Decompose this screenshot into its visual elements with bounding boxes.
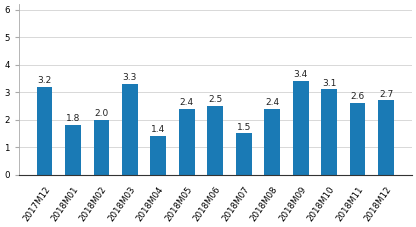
Text: 2.0: 2.0 — [94, 109, 109, 118]
Text: 3.3: 3.3 — [123, 73, 137, 82]
Bar — [378, 101, 394, 175]
Text: 2.4: 2.4 — [180, 98, 194, 107]
Text: 2.7: 2.7 — [379, 89, 393, 99]
Bar — [151, 136, 166, 175]
Text: 3.1: 3.1 — [322, 79, 337, 88]
Bar — [179, 109, 195, 175]
Text: 2.5: 2.5 — [208, 95, 223, 104]
Text: 2.4: 2.4 — [265, 98, 279, 107]
Bar — [65, 125, 81, 175]
Bar — [208, 106, 223, 175]
Bar — [321, 89, 337, 175]
Bar — [122, 84, 138, 175]
Bar — [293, 81, 309, 175]
Bar — [94, 120, 109, 175]
Text: 1.8: 1.8 — [66, 114, 80, 123]
Text: 1.5: 1.5 — [237, 123, 251, 132]
Bar — [265, 109, 280, 175]
Text: 1.4: 1.4 — [151, 125, 166, 134]
Text: 3.4: 3.4 — [294, 70, 308, 79]
Text: 3.2: 3.2 — [37, 76, 52, 85]
Bar — [236, 133, 252, 175]
Bar — [37, 87, 52, 175]
Text: 2.6: 2.6 — [351, 92, 365, 101]
Bar — [350, 103, 366, 175]
